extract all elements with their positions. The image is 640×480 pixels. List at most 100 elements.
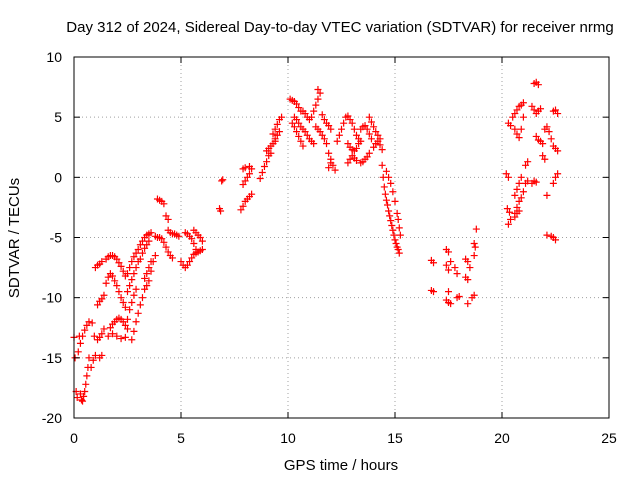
data-point [243, 173, 251, 181]
data-point [130, 327, 138, 335]
data-point [348, 119, 356, 127]
data-point [333, 137, 341, 145]
y-tick-label: 0 [54, 169, 62, 185]
data-point [505, 208, 513, 216]
data-point [113, 282, 121, 290]
x-tick-label: 5 [177, 430, 185, 446]
y-tick-label: -5 [50, 230, 63, 246]
data-point [547, 135, 555, 143]
data-point [517, 125, 525, 133]
data-point [502, 170, 510, 178]
data-point [447, 300, 455, 308]
data-point [98, 295, 106, 303]
data-point [537, 105, 545, 113]
data-point [143, 241, 151, 249]
data-point [145, 237, 153, 245]
data-point [350, 125, 358, 133]
data-point [132, 285, 140, 293]
data-point [451, 264, 459, 272]
data-point [374, 137, 382, 145]
data-point [130, 291, 138, 299]
data-point [352, 144, 360, 152]
data-point [145, 277, 153, 285]
data-point [168, 254, 176, 262]
y-tick-label: -10 [42, 290, 62, 306]
data-point [141, 274, 149, 282]
data-point [143, 270, 151, 278]
data-point [85, 354, 93, 362]
data-point [519, 113, 527, 121]
data-point [89, 356, 97, 364]
data-point [386, 212, 394, 220]
data-point [90, 332, 98, 340]
data-point [192, 249, 200, 257]
data-point [104, 332, 112, 340]
data-point [96, 333, 104, 341]
data-point [464, 300, 472, 308]
data-point [318, 131, 326, 139]
data-point [245, 170, 253, 178]
data-point [126, 306, 134, 314]
data-point [323, 140, 331, 148]
data-point [312, 101, 320, 109]
data-point [124, 288, 131, 296]
data-point [384, 201, 392, 209]
data-point [327, 125, 335, 133]
data-point [471, 243, 479, 251]
data-point [387, 179, 395, 187]
data-point [115, 259, 123, 267]
data-point [293, 116, 301, 124]
data-point [513, 203, 521, 211]
data-point [88, 319, 96, 327]
data-point [327, 159, 335, 167]
data-point [391, 197, 399, 205]
data-point [509, 113, 517, 121]
data-point [466, 264, 474, 272]
data-point [198, 237, 206, 245]
data-point [382, 196, 390, 204]
data-point [124, 325, 131, 333]
data-point [117, 335, 125, 343]
data-point [395, 249, 403, 257]
data-point [132, 264, 140, 272]
axis-ticks [73, 56, 610, 419]
data-point [365, 130, 373, 138]
data-point [147, 229, 155, 237]
data-point [513, 106, 521, 114]
data-point [94, 301, 102, 309]
data-point [188, 235, 196, 243]
data-point [100, 325, 108, 333]
data-point [385, 207, 393, 215]
data-point [524, 158, 532, 166]
data-point [109, 272, 117, 280]
data-point [539, 140, 547, 148]
data-point [147, 258, 155, 266]
data-point [138, 237, 146, 245]
data-point [83, 372, 91, 380]
data-point [260, 163, 268, 171]
data-point [138, 249, 146, 257]
data-point [365, 113, 373, 121]
data-point [453, 270, 461, 278]
data-point [218, 177, 226, 185]
chart-title: Day 312 of 2024, Sidereal Day-to-day VTE… [66, 19, 613, 36]
data-point [136, 255, 144, 263]
data-point [515, 134, 523, 142]
data-point [128, 258, 136, 266]
data-point [552, 173, 559, 181]
data-point [367, 135, 375, 143]
data-point [219, 176, 227, 184]
data-point [320, 116, 328, 124]
data-point [314, 85, 322, 93]
data-point [325, 164, 333, 172]
data-point [85, 318, 93, 326]
data-point [83, 321, 91, 329]
data-point [121, 333, 129, 341]
data-point [91, 351, 99, 359]
data-point [393, 209, 401, 217]
data-point [143, 282, 151, 290]
x-tick-label: 15 [387, 430, 403, 446]
data-point [552, 236, 559, 244]
data-point [293, 100, 301, 108]
data-point [147, 267, 155, 275]
